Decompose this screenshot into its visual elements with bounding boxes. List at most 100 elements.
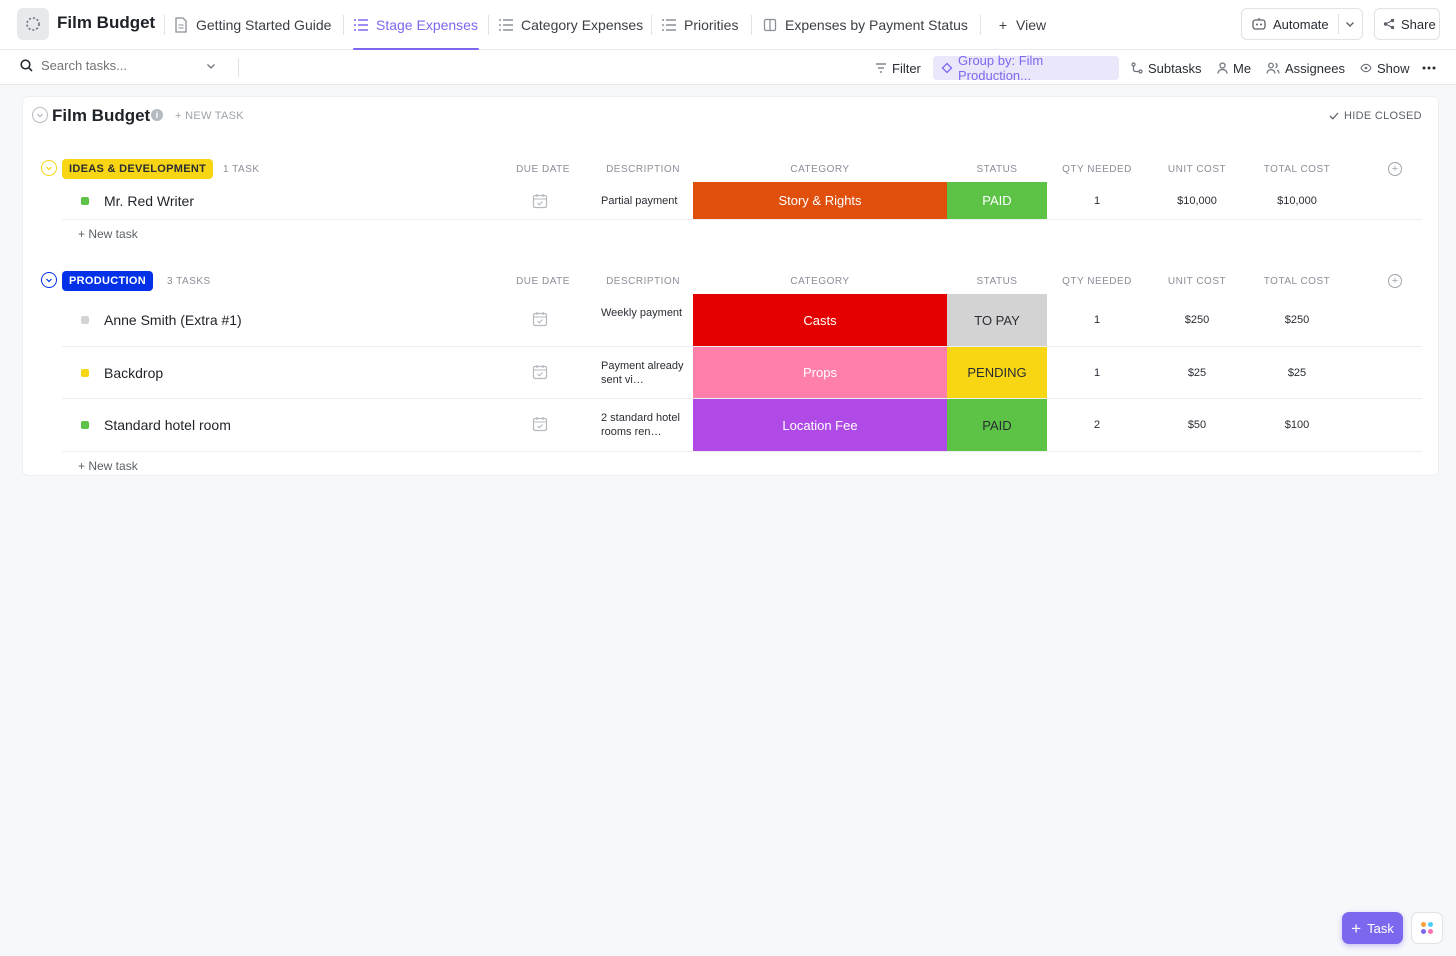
column-header-description[interactable]: DESCRIPTION [606, 276, 680, 287]
calendar-icon[interactable] [532, 364, 548, 385]
status-cell[interactable]: PENDING [947, 347, 1047, 398]
collapse-group-icon[interactable] [41, 272, 57, 288]
task-name[interactable]: Anne Smith (Extra #1) [104, 312, 242, 328]
automate-button[interactable]: Automate [1241, 8, 1363, 40]
column-header-status[interactable]: STATUS [976, 164, 1018, 175]
task-row[interactable]: Mr. Red Writer Partial payment Story & R… [62, 182, 1422, 220]
tab-divider [980, 15, 981, 35]
calendar-icon[interactable] [532, 193, 548, 214]
tab-category-expenses[interactable]: Category Expenses [498, 0, 643, 50]
qty-cell[interactable]: 1 [1093, 367, 1101, 379]
column-header-due-date[interactable]: DUE DATE [516, 164, 570, 175]
search-icon [20, 59, 33, 72]
unit-cost-cell[interactable]: $250 [1184, 314, 1210, 326]
task-name[interactable]: Backdrop [104, 365, 164, 381]
group-by-button[interactable]: Group by: Film Production... [933, 53, 1119, 83]
tab-expenses-by-payment-status[interactable]: Expenses by Payment Status [762, 0, 968, 50]
new-task-button[interactable]: + New task [78, 227, 138, 241]
column-header-category[interactable]: CATEGORY [790, 276, 850, 287]
calendar-icon[interactable] [532, 416, 548, 437]
task-name[interactable]: Standard hotel room [104, 417, 231, 433]
qty-cell[interactable]: 1 [1093, 314, 1101, 326]
list-icon [661, 17, 677, 33]
filter-label: Filter [892, 60, 921, 76]
category-cell[interactable]: Props [693, 347, 947, 398]
workspace-title[interactable]: Film Budget [57, 13, 156, 32]
plus-icon: + [998, 17, 1008, 33]
share-button[interactable]: Share [1374, 8, 1440, 40]
column-header-due-date[interactable]: DUE DATE [516, 276, 570, 287]
more-options-button[interactable] [1422, 56, 1436, 80]
calendar-icon[interactable] [532, 311, 548, 332]
add-column-icon[interactable]: + [1388, 274, 1402, 288]
list-title: Film Budget [52, 106, 151, 125]
toolbar-divider [238, 58, 239, 77]
tab-divider [488, 15, 489, 35]
tab-getting-started-guide[interactable]: Getting Started Guide [173, 0, 331, 50]
category-cell[interactable]: Story & Rights [693, 182, 947, 219]
task-description[interactable]: Partial payment [601, 195, 678, 207]
unit-cost-cell[interactable]: $25 [1187, 367, 1207, 379]
status-dot[interactable] [81, 421, 89, 429]
category-cell[interactable]: Location Fee [693, 399, 947, 451]
status-cell[interactable]: TO PAY [947, 294, 1047, 346]
add-view-button[interactable]: + View [995, 0, 1046, 50]
assignees-button[interactable]: Assignees [1266, 56, 1345, 80]
status-dot[interactable] [81, 197, 89, 205]
column-header-description[interactable]: DESCRIPTION [606, 164, 680, 175]
task-description[interactable]: Weekly payment [601, 307, 683, 319]
me-label: Me [1233, 60, 1252, 76]
tab-divider [651, 15, 652, 35]
status-dot[interactable] [81, 369, 89, 377]
show-button[interactable]: Show [1360, 56, 1410, 80]
tab-priorities[interactable]: Priorities [661, 0, 738, 50]
filter-button[interactable]: Filter [875, 56, 921, 80]
collapse-list-icon[interactable] [32, 107, 48, 123]
group-task-count: 3 TASKS [167, 276, 211, 287]
task-row[interactable]: Standard hotel room 2 standard ho­tel ro… [62, 399, 1422, 452]
workspace-icon[interactable] [17, 8, 49, 40]
status-cell[interactable]: PAID [947, 399, 1047, 451]
category-cell[interactable]: Casts [693, 294, 947, 346]
apps-grid-icon[interactable] [1411, 912, 1443, 944]
task-row[interactable]: Backdrop Payment al­ready sent vi… Props… [62, 347, 1422, 399]
search-input[interactable] [41, 58, 201, 73]
status-dot[interactable] [81, 316, 89, 324]
search-box[interactable] [20, 58, 217, 73]
chevron-down-icon[interactable] [205, 60, 217, 72]
info-icon[interactable]: i [151, 109, 163, 121]
column-header-unit-cost[interactable]: UNIT COST [1167, 164, 1227, 175]
status-cell[interactable]: PAID [947, 182, 1047, 219]
task-name[interactable]: Mr. Red Writer [104, 193, 194, 209]
unit-cost-cell[interactable]: $10,000 [1177, 195, 1217, 207]
column-header-category[interactable]: CATEGORY [790, 164, 850, 175]
task-description[interactable]: 2 standard ho­tel rooms ren… [601, 412, 680, 438]
column-header-unit-cost[interactable]: UNIT COST [1167, 276, 1227, 287]
list-icon [353, 17, 369, 33]
column-header-status[interactable]: STATUS [976, 276, 1018, 287]
qty-cell[interactable]: 2 [1093, 419, 1101, 431]
chevron-down-icon[interactable] [1344, 18, 1356, 30]
new-task-link[interactable]: + NEW TASK [175, 110, 244, 122]
group-label-ideas-development[interactable]: IDEAS & DEVELOPMENT [62, 159, 214, 179]
task-description[interactable]: Payment al­ready sent vi… [601, 360, 684, 386]
apps-dot [1428, 929, 1433, 934]
group-label-production[interactable]: PRODUCTION [62, 271, 153, 291]
new-task-button[interactable]: + New task [78, 459, 138, 473]
hide-closed-toggle[interactable]: HIDE CLOSED [1329, 110, 1422, 122]
unit-cost-cell[interactable]: $50 [1187, 419, 1207, 431]
create-task-button[interactable]: + Task [1342, 912, 1403, 944]
add-column-icon[interactable]: + [1388, 162, 1402, 176]
column-header-qty-needed[interactable]: QTY NEEDED [1062, 164, 1132, 175]
qty-cell[interactable]: 1 [1093, 195, 1101, 207]
collapse-group-icon[interactable] [41, 160, 57, 176]
subtasks-button[interactable]: Subtasks [1131, 56, 1201, 80]
me-button[interactable]: Me [1217, 56, 1251, 80]
column-header-total-cost[interactable]: TOTAL COST [1263, 164, 1331, 175]
plus-icon: + [1351, 918, 1362, 938]
task-row[interactable]: Anne Smith (Extra #1) Weekly payment Cas… [62, 294, 1422, 347]
tab-stage-expenses[interactable]: Stage Expenses [353, 0, 479, 50]
column-header-qty-needed[interactable]: QTY NEEDED [1062, 276, 1132, 287]
column-header-total-cost[interactable]: TOTAL COST [1263, 276, 1331, 287]
subtasks-icon [1131, 62, 1143, 74]
